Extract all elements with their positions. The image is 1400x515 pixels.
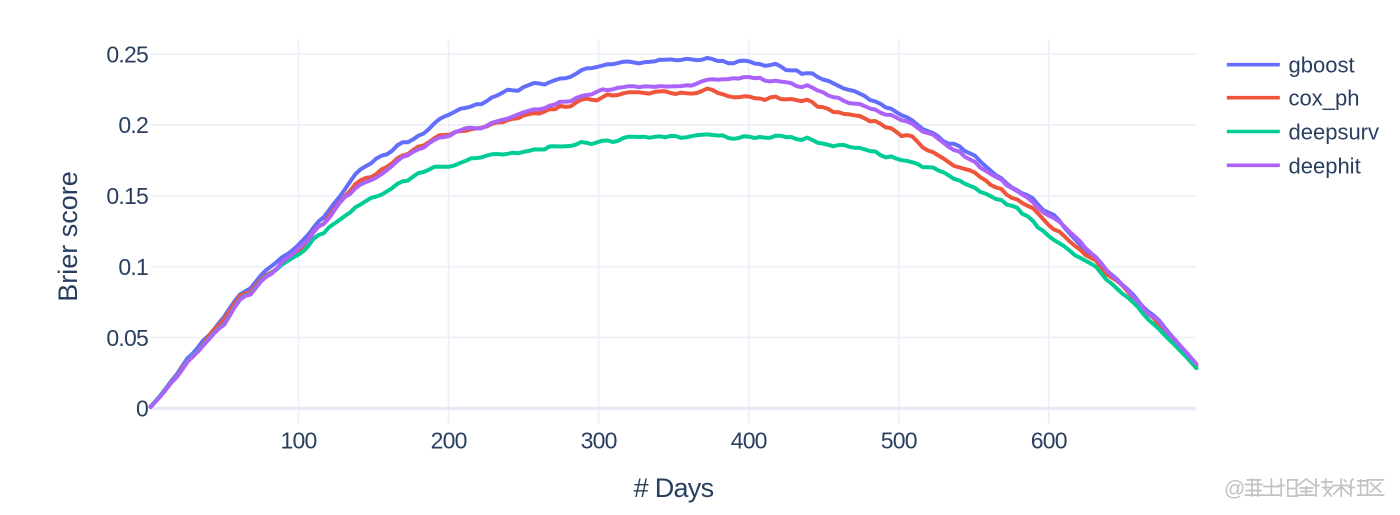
svg-text:500: 500 (881, 428, 917, 454)
svg-text:0.15: 0.15 (106, 183, 148, 209)
svg-text:gboost: gboost (1289, 53, 1355, 78)
svg-text:Brier score: Brier score (53, 171, 83, 302)
svg-text:200: 200 (431, 428, 467, 454)
svg-text:0.05: 0.05 (106, 325, 148, 351)
svg-text:100: 100 (281, 428, 317, 454)
svg-text:0.25: 0.25 (106, 41, 148, 67)
svg-text:300: 300 (581, 428, 617, 454)
svg-text:# Days: # Days (634, 473, 714, 503)
svg-text:0.2: 0.2 (118, 112, 148, 138)
svg-text:400: 400 (731, 428, 767, 454)
svg-text:0.1: 0.1 (118, 254, 148, 280)
svg-text:deephit: deephit (1289, 153, 1361, 178)
svg-text:cox_ph: cox_ph (1289, 86, 1360, 111)
svg-text:@: @ (1224, 478, 1245, 501)
svg-text:600: 600 (1031, 428, 1067, 454)
svg-text:0: 0 (136, 396, 148, 422)
svg-text:deepsurv: deepsurv (1289, 120, 1380, 145)
